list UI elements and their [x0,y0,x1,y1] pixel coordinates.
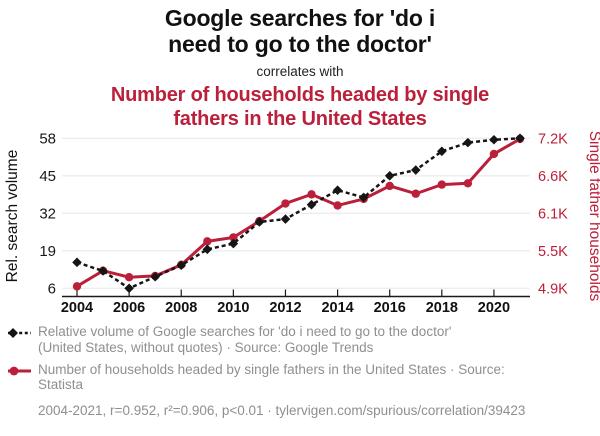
circle-marker [385,181,394,191]
circle-marker [489,149,499,159]
diamond-marker [228,238,239,249]
diamond-marker [463,137,473,148]
legend-label-line: Relative volume of Google searches for '… [38,324,452,339]
circle-marker [281,199,290,208]
x-tick-label: 2014 [321,300,353,316]
right-tick-label: 5.5K [538,244,568,260]
x-tick-label: 2008 [165,300,197,316]
circle-marker [333,201,342,210]
circle-marker [229,233,238,242]
right-axis-title: Single father households [586,131,600,302]
diamond-marker [176,260,187,271]
diamond-marker [72,257,82,268]
x-tick-label: 2004 [61,300,93,316]
title-block: Google searches for 'do i need to go to … [0,5,600,131]
households-series-line [76,137,521,288]
diamond-marker [202,244,213,255]
right-tick-label: 7.2K [538,131,568,147]
x-tick-label: 2006 [113,300,145,316]
circle-marker [124,273,134,282]
red-circle-solid-icon [8,366,31,375]
left-tick-label: 6 [48,280,56,297]
diamond-marker [384,171,395,181]
x-tick-label: 2016 [374,300,406,316]
correlation-stats: 2004-2021, r=0.952, r²=0.906, p<0.01 · t… [38,403,526,419]
diamond-marker [410,165,421,175]
circle-marker [203,237,212,246]
chart-legend: Relative volume of Google searches for '… [6,324,592,418]
circle-marker [72,282,82,291]
x-tick-label: 2018 [426,300,458,316]
right-tick-label: 4.9K [538,281,568,297]
x-tick-label: 2010 [217,300,249,316]
left-tick-label: 19 [39,243,56,260]
circle-marker [463,179,473,188]
x-tick-label: 2020 [478,300,510,316]
diamond-marker [124,283,134,294]
legend-item-households-series: Number of households headed by single fa… [6,362,592,394]
circle-marker [411,189,420,198]
diamond-marker [280,214,291,224]
diamond-marker [332,185,343,196]
x-tick-label: 2012 [269,300,301,316]
legend-label-search-series: Relative volume of Google searches for '… [38,324,451,356]
diamond-marker [515,133,525,144]
secondary-title: Number of households headed by single fa… [110,84,490,130]
black-diamond-dashed-icon [8,328,31,338]
diamond-marker [150,271,160,282]
search-series-line [76,137,521,290]
page-title: Google searches for 'do i need to go to … [164,5,436,58]
right-tick-label: 6.1K [538,206,568,222]
right-tick-label: 6.6K [538,169,568,185]
left-axis-title: Rel. search volume [4,150,21,283]
legend-label-line: (United States, without quotes) · Source… [38,339,374,355]
legend-item-search-series: Relative volume of Google searches for '… [6,324,592,356]
correlates-with-label: correlates with [256,64,344,80]
left-tick-label: 32 [39,205,56,222]
legend-label-households-series: Number of households headed by single fa… [38,362,505,394]
left-tick-label: 45 [39,168,56,185]
circle-marker [437,180,447,189]
left-tick-label: 58 [39,130,56,147]
diamond-marker [98,266,108,276]
diamond-marker [254,217,265,227]
diamond-marker [358,192,369,203]
legend-label-line: Number of households headed by single fa… [38,361,505,377]
legend-label-line: Statista [38,377,84,393]
diamond-marker [437,146,447,157]
circle-marker [307,190,316,199]
diamond-marker [306,199,317,210]
diamond-marker [489,134,499,145]
